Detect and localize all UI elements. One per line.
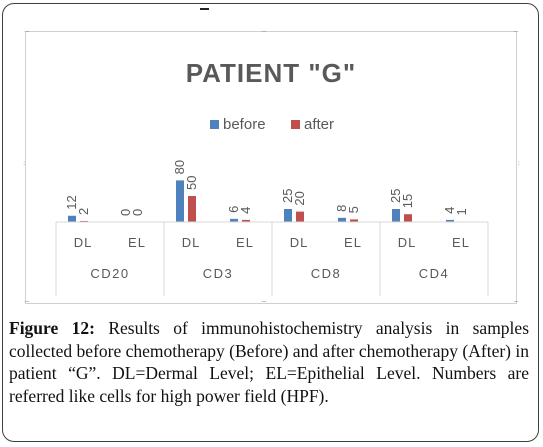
frame-handle-top: ····: [261, 28, 267, 36]
bar-after-0: [80, 220, 88, 222]
group-label-CD20: CD20: [90, 266, 129, 281]
caption-label: Figure 12:: [9, 318, 95, 338]
bar-before-4: [284, 209, 292, 222]
legend-swatch-before: [210, 120, 219, 129]
value-label-after-3: 4: [238, 207, 253, 214]
category-label-4: DL: [290, 235, 309, 250]
dash-mark: [200, 8, 209, 10]
frame-handle-left: :: [23, 159, 26, 167]
bar-before-6: [392, 209, 400, 222]
group-label-CD8: CD8: [311, 266, 342, 281]
chart-title: PATIENT "G": [186, 58, 356, 88]
value-label-before-2: 80: [172, 160, 187, 174]
bar-before-3: [230, 218, 238, 222]
legend-label-after: after: [304, 116, 334, 133]
category-label-5: EL: [344, 235, 362, 250]
value-label-before-6: 25: [388, 189, 403, 203]
category-label-2: DL: [182, 235, 201, 250]
value-label-before-7: 4: [442, 207, 457, 214]
frame-handle-top-left: ····: [24, 28, 30, 36]
value-label-after-4: 20: [292, 191, 307, 205]
legend-swatch-after: [291, 120, 300, 129]
frame-handle-top-right: ····: [513, 28, 519, 36]
value-label-after-0: 2: [76, 208, 91, 215]
value-label-before-1: 0: [118, 209, 133, 216]
frame-handle-bottom: ····: [261, 298, 267, 306]
legend-label-before: before: [223, 116, 266, 133]
bar-after-5: [350, 219, 358, 222]
legend: before after: [210, 116, 334, 133]
category-label-1: EL: [128, 235, 146, 250]
axis-layer: DL EL DL EL DL EL DL EL CD20 CD3 CD8 CD4: [55, 221, 489, 296]
value-label-before-4: 25: [280, 189, 295, 203]
caption-text: Results of immunohistochemistry analysis…: [9, 318, 529, 406]
bar-before-7: [446, 219, 454, 222]
value-label-before-0: 12: [64, 195, 79, 209]
bar-after-6: [404, 214, 412, 222]
bar-before-5: [338, 217, 346, 222]
group-label-CD3: CD3: [203, 266, 234, 281]
figure-caption: Figure 12: Results of immunohistochemist…: [9, 317, 529, 407]
bar-after-4: [296, 211, 304, 222]
category-label-6: DL: [398, 235, 417, 250]
frame-handle-bottom-right: ····: [513, 298, 519, 306]
value-label-after-1: 0: [130, 209, 145, 216]
category-label-0: DL: [74, 235, 93, 250]
bar-before-2: [176, 180, 184, 222]
value-label-after-6: 15: [400, 194, 415, 208]
group-label-CD4: CD4: [419, 266, 450, 281]
value-label-before-5: 8: [334, 205, 349, 212]
bar-before-0: [68, 215, 76, 222]
value-label-after-7: 1: [454, 208, 469, 215]
value-label-after-2: 50: [184, 176, 199, 190]
frame-handle-right: :: [517, 159, 521, 167]
value-label-after-5: 5: [346, 206, 361, 213]
frame-handle-bottom-left: ····: [24, 298, 30, 306]
category-label-7: EL: [452, 235, 470, 250]
chart-frame: PATIENT "G" before after 12 2 0 0 80 50 6 4 25 20 8…: [23, 28, 521, 306]
category-label-3: EL: [236, 235, 254, 250]
value-label-before-3: 6: [226, 206, 241, 213]
bar-after-2: [188, 196, 196, 222]
bar-chart: PATIENT "G" before after 122 0080506425208…: [55, 58, 489, 296]
bar-after-3: [242, 219, 250, 222]
